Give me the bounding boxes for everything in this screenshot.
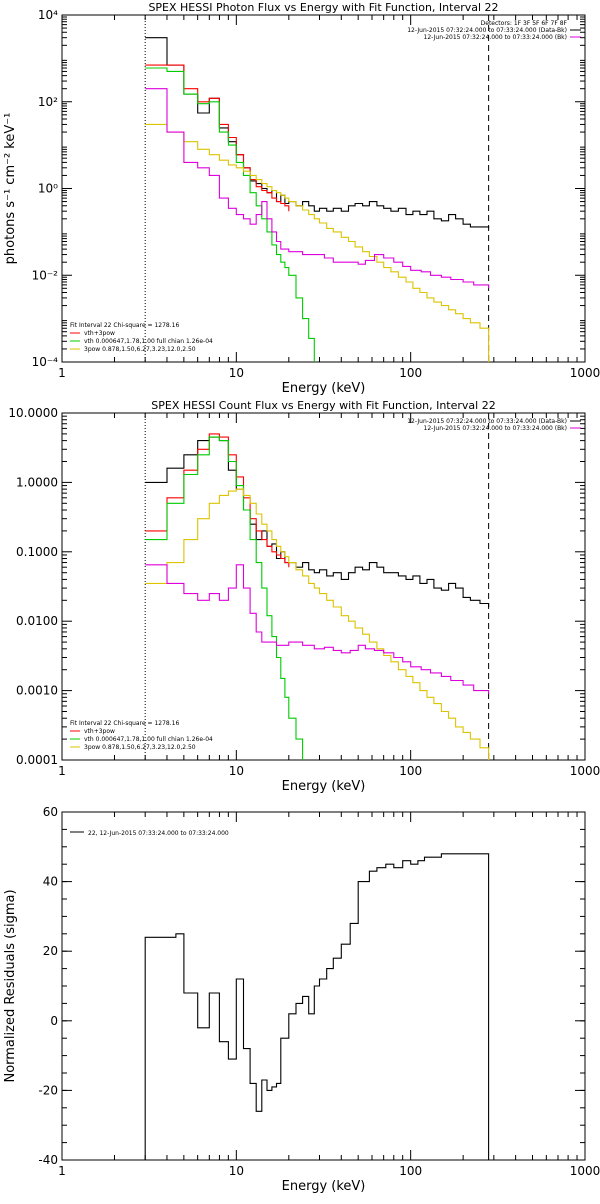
plot-0-legend-top-2: 12-Jun-2015 07:32:24.000 to 07:33:24.000… bbox=[424, 34, 567, 41]
plot-1-legend-top-1: 12-Jun-2015 07:32:24.000 to 07:33:24.000… bbox=[424, 425, 567, 432]
plot-0-series-thermal bbox=[145, 67, 315, 362]
plot-1-series-thermal bbox=[145, 436, 304, 760]
plot-0-series-powerlaw bbox=[145, 123, 490, 362]
plot-0-frame bbox=[61, 14, 586, 363]
plot-0-x-tick-label: 100 bbox=[399, 366, 422, 380]
plot-2-y-tick-label: -40 bbox=[38, 1153, 58, 1167]
plot-2-y-tick-label: 40 bbox=[43, 875, 58, 889]
plot-0-legend-top-1: 12-Jun-2015 07:32:24.000 to 07:33:24.000… bbox=[407, 27, 567, 34]
plot-1-series-background bbox=[145, 564, 490, 694]
plot-1-x-tick-label: 1 bbox=[58, 764, 66, 778]
plot-2-xlabel: Energy (keV) bbox=[282, 1179, 366, 1194]
plot-2-series-data bbox=[144, 853, 490, 1160]
plot-0-legend-bottom-0: Fit Interval 22 Chi-square = 1278.16 bbox=[70, 322, 179, 329]
plot-1-series-total bbox=[145, 433, 290, 568]
plot-2-x-tick-label: 1000 bbox=[570, 1164, 600, 1178]
plot-1-series-data bbox=[145, 436, 490, 607]
plot-1-series-powerlaw bbox=[145, 488, 490, 760]
plot-1-frame bbox=[61, 412, 586, 761]
plot-2-y-tick-label: -20 bbox=[38, 1083, 58, 1097]
plot-2-ylabel: Normalized Residuals (sigma) bbox=[3, 889, 18, 1082]
plot-1-y-tick-label: 1.0000 bbox=[16, 475, 58, 489]
plot-1-x-tick-label: 100 bbox=[399, 764, 422, 778]
plot-0-y-tick-label: 10⁻² bbox=[32, 268, 59, 282]
plot-0-legend-top-0: Detectors: 1F 3F 5F 6F 7F 8F bbox=[481, 20, 568, 27]
plot-2-y-tick-label: 0 bbox=[50, 1014, 58, 1028]
plot-0-ylabel: photons s⁻¹ cm⁻² keV⁻¹ bbox=[3, 113, 18, 265]
plot-2-y-tick-label: 60 bbox=[43, 805, 58, 819]
plot-2-frame bbox=[61, 811, 586, 1161]
plot-2-x-tick-label: 10 bbox=[229, 1164, 244, 1178]
plot-0-y-tick-label: 10⁴ bbox=[38, 8, 58, 22]
plot-0-y-tick-label: 10⁰ bbox=[38, 182, 58, 196]
plot-2-x-tick-label: 1 bbox=[58, 1164, 66, 1178]
plot-2-y-tick-label: 20 bbox=[43, 944, 58, 958]
plot-1-xlabel: Energy (keV) bbox=[282, 779, 366, 794]
plot-0-legend-bottom-2: vth 0.000647,1.78,1.00 full chian 1.26e-… bbox=[84, 338, 213, 345]
plot-0-legend-bottom-1: vth+3pow bbox=[84, 330, 115, 337]
plot-1-y-tick-label: 0.1000 bbox=[16, 545, 58, 559]
plot-1-y-tick-label: 0.0100 bbox=[16, 614, 58, 628]
plot-1-legend-top-0: 12-Jun-2015 07:32:24.000 to 07:33:24.000… bbox=[407, 418, 567, 425]
plot-2-legend-top-0: 22, 12-Jun-2015 07:33:24.000 to 07:33:24… bbox=[88, 830, 229, 837]
plot-0-x-tick-label: 1000 bbox=[570, 366, 600, 380]
plot-0-series-data bbox=[145, 37, 490, 229]
plot-1-y-tick-label: 10.0000 bbox=[8, 406, 58, 420]
plot-0-title: SPEX HESSI Photon Flux vs Energy with Fi… bbox=[148, 1, 498, 14]
plot-1-x-tick-label: 10 bbox=[229, 764, 244, 778]
plot-1-legend-bottom-2: vth 0.000647,1.78,1.00 full chian 1.26e-… bbox=[84, 736, 213, 743]
plot-0-xlabel: Energy (keV) bbox=[282, 381, 366, 396]
plot-0-series-background bbox=[145, 88, 490, 289]
plot-1-x-tick-label: 1000 bbox=[570, 764, 600, 778]
plot-2-x-tick-label: 100 bbox=[399, 1164, 422, 1178]
plot-1-y-tick-label: 0.0001 bbox=[16, 753, 58, 767]
plot-0-y-tick-label: 10⁻⁴ bbox=[32, 355, 59, 369]
plot-1-legend-bottom-0: Fit Interval 22 Chi-square = 1278.16 bbox=[70, 720, 179, 727]
plot-0-x-tick-label: 1 bbox=[58, 366, 66, 380]
plot-0-legend-bottom-3: 3pow 0.878,1.50,6.27,3.23,12.0,2.50 bbox=[84, 346, 196, 353]
plot-0-x-tick-label: 10 bbox=[229, 366, 244, 380]
plot-1-y-tick-label: 0.0010 bbox=[16, 684, 58, 698]
plot-1-legend-bottom-1: vth+3pow bbox=[84, 728, 115, 735]
plot-1-title: SPEX HESSI Count Flux vs Energy with Fit… bbox=[151, 399, 495, 412]
plot-1-legend-bottom-3: 3pow 0.878,1.50,6.27,3.23,12.0,2.50 bbox=[84, 744, 196, 751]
plot-0-y-tick-label: 10² bbox=[38, 95, 58, 109]
